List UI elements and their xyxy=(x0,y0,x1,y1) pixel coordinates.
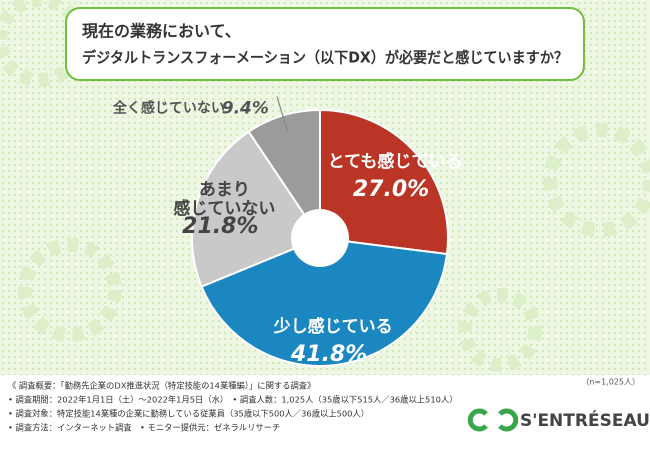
note: • 調査方法：インターネット調査 • モニター提供元：ゼネラルリサーチ xyxy=(8,423,280,433)
sample-note: （n=1,025人） xyxy=(581,378,640,387)
title-line: 現在の業務において、 xyxy=(82,22,241,41)
note: • 調査期間：2022年1月1日（土）～2022年1月5日（水） • 調査人数：… xyxy=(8,395,458,405)
logo-icon xyxy=(467,408,519,432)
note: • 調査対象：特定技能14業種の企業に勤務している従業員（35歳以下500人／3… xyxy=(8,409,369,419)
title-box xyxy=(65,7,585,81)
value-label: 41.8% xyxy=(290,342,367,367)
logo-text: S'ENTRÉSEAU xyxy=(520,409,650,431)
donut-hole xyxy=(292,210,348,266)
footer-bg xyxy=(0,375,650,450)
title-line: デジタルトランスフォーメーション（以下DX）が必要だと感じていますか？ xyxy=(82,49,568,67)
leader-line xyxy=(276,96,288,132)
slice-label: とても感じている xyxy=(328,151,463,172)
note: 《 調査概要：「勤務先企業のDX推進状況（特定技能の14業種編）」に関する調査》 xyxy=(8,381,315,391)
slice-label: 少し感じている xyxy=(273,316,393,337)
value-label: 9.4% xyxy=(222,98,269,118)
slice-label: 全く感じていない xyxy=(112,99,225,116)
value-label: 27.0% xyxy=(353,177,429,202)
value-label: 21.8% xyxy=(182,214,258,239)
slice-label: あまり感じていない xyxy=(173,180,275,219)
